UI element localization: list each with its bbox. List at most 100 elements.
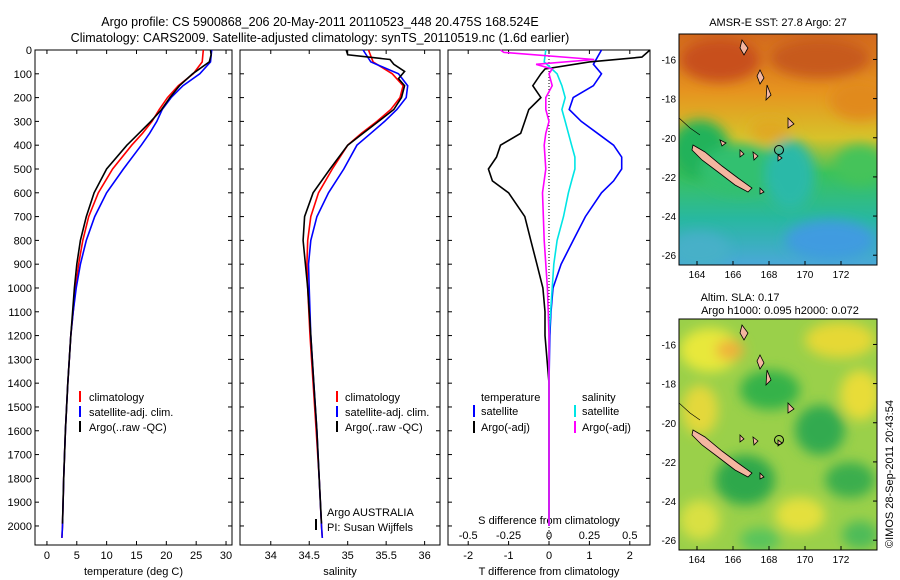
x-tick-label: 36 [418, 550, 430, 562]
y-tick-label: 500 [14, 164, 32, 176]
map-x-tick-label: 170 [797, 555, 814, 566]
difference-legend-temperature: temperature satellite Argo(-adj) [473, 392, 540, 434]
legend-label-argo: Argo(..raw -QC) [345, 422, 423, 434]
sla-map-title-2: Argo h1000: 0.095 h2000: 0.072 [701, 305, 859, 317]
temperature-panel: 0100200300400500600700800900100011001200… [8, 45, 233, 578]
y-tick-label: 700 [14, 212, 32, 224]
y-tick-label: 300 [14, 116, 32, 128]
x-tick-label: 20 [160, 550, 172, 562]
map-x-tick-label: 170 [797, 270, 814, 281]
y-tick-label: 1500 [8, 402, 32, 414]
legend-label-sal-satellite: satellite [582, 406, 619, 418]
x-tick-label: 1 [586, 550, 592, 562]
x-tick-label: 2 [627, 550, 633, 562]
y-tick-label: 600 [14, 188, 32, 200]
map-y-tick-label: -26 [662, 536, 677, 547]
pi-label: PI: Susan Wijffels [327, 522, 413, 534]
map-y-tick-label: -16 [662, 340, 677, 351]
salinity-legend: climatology satellite-adj. clim. Argo(..… [315, 391, 429, 534]
y-tick-label: 1400 [8, 378, 32, 390]
title-line-2: Climatology: CARS2009. Satellite-adjuste… [71, 31, 570, 45]
sla-map: Altim. SLA: 0.17 Argo h1000: 0.095 h2000… [662, 292, 878, 566]
s-tick-label: 0 [546, 530, 552, 542]
x-tick-label: 5 [74, 550, 80, 562]
map-y-tick-label: -24 [662, 212, 677, 223]
series-salinity-argo-adj- [500, 49, 595, 526]
x-axis-label: T difference from climatology [479, 566, 620, 578]
legend-title-salinity: salinity [582, 392, 616, 404]
map-y-tick-label: -24 [662, 497, 677, 508]
sst-argo-marker [774, 145, 784, 155]
y-tick-label: 1900 [8, 497, 32, 509]
x-tick-label: 25 [190, 550, 202, 562]
x-tick-label: 10 [101, 550, 113, 562]
legend-label-argo: Argo(..raw -QC) [89, 422, 167, 434]
series-climatology [61, 49, 205, 538]
x-axis-label: salinity [323, 566, 357, 578]
y-tick-label: 100 [14, 69, 32, 81]
y-tick-label: 2000 [8, 521, 32, 533]
sst-map: AMSR-E SST: 27.8 Argo: 27 164 166 168 [662, 17, 878, 281]
y-tick-label: 1600 [8, 426, 32, 438]
x-tick-label: -2 [463, 550, 473, 562]
plot-frame [239, 49, 441, 546]
map-y-tick-label: -22 [662, 458, 677, 469]
map-y-tick-label: -18 [662, 380, 677, 391]
x-tick-label: 35 [342, 550, 354, 562]
s-tick-label: -0.25 [496, 530, 521, 542]
y-tick-label: 0 [26, 45, 32, 57]
x-tick-label: -1 [504, 550, 514, 562]
s-tick-label: 0.5 [622, 530, 637, 542]
y-tick-label: 1700 [8, 450, 32, 462]
salinity-panel: 34 34.5 35 35.5 36 salinity [239, 49, 441, 578]
map-x-tick-label: 168 [761, 270, 778, 281]
s-tick-label: -0.5 [459, 530, 478, 542]
map-x-tick-label: 166 [725, 555, 742, 566]
sst-map-title: AMSR-E SST: 27.8 Argo: 27 [709, 17, 847, 29]
x-tick-label: 0 [546, 550, 552, 562]
map-x-tick-label: 172 [833, 270, 850, 281]
map-x-tick-label: 172 [833, 555, 850, 566]
y-tick-label: 1300 [8, 354, 32, 366]
legend-label-climatology: climatology [89, 392, 145, 404]
map-y-tick-label: -22 [662, 173, 677, 184]
sla-map-title-1: Altim. SLA: 0.17 [701, 292, 780, 304]
y-tick-label: 400 [14, 140, 32, 152]
y-tick-label: 1200 [8, 331, 32, 343]
map-x-tick-label: 168 [761, 555, 778, 566]
y-tick-label: 1800 [8, 473, 32, 485]
series-temperature-satellite [548, 49, 623, 526]
x-tick-label: 35.5 [375, 550, 396, 562]
y-tick-label: 200 [14, 93, 32, 105]
map-y-tick-label: -18 [662, 95, 677, 106]
argo-australia-label: Argo AUSTRALIA [327, 507, 414, 519]
legend-label-temp-satellite: satellite [481, 406, 518, 418]
x-tick-label: 0 [44, 550, 50, 562]
map-x-tick-label: 164 [689, 270, 706, 281]
title-line-1: Argo profile: CS 5900868_206 20-May-2011… [101, 15, 538, 29]
y-tick-label: 1100 [8, 307, 32, 319]
series-argo-raw-qc- [302, 49, 406, 524]
series-satellite-adj-clim- [61, 49, 213, 538]
series-satellite-adj-clim- [307, 49, 409, 538]
x-tick-label: 34.5 [299, 550, 320, 562]
x-tick-label: 30 [220, 550, 232, 562]
legend-label-sal-argo: Argo(-adj) [582, 422, 631, 434]
map-y-tick-label: -16 [662, 55, 677, 66]
map-x-tick-label: 166 [725, 270, 742, 281]
y-tick-label: 1000 [8, 283, 32, 295]
difference-legend-salinity: salinity satellite Argo(-adj) [574, 392, 631, 434]
x-axis-label: temperature (deg C) [84, 566, 183, 578]
y-tick-label: 800 [14, 235, 32, 247]
map-y-tick-label: -20 [662, 134, 677, 145]
series-argo-raw-qc- [61, 49, 212, 524]
x-tick-label: 15 [130, 550, 142, 562]
s-tick-label: 0.25 [579, 530, 600, 542]
x-tick-label: 34 [265, 550, 277, 562]
map-x-tick-label: 164 [689, 555, 706, 566]
legend-title-temperature: temperature [481, 392, 540, 404]
series-climatology [306, 49, 404, 538]
legend-label-climatology: climatology [345, 392, 401, 404]
legend-label-satellite: satellite-adj. clim. [89, 407, 173, 419]
